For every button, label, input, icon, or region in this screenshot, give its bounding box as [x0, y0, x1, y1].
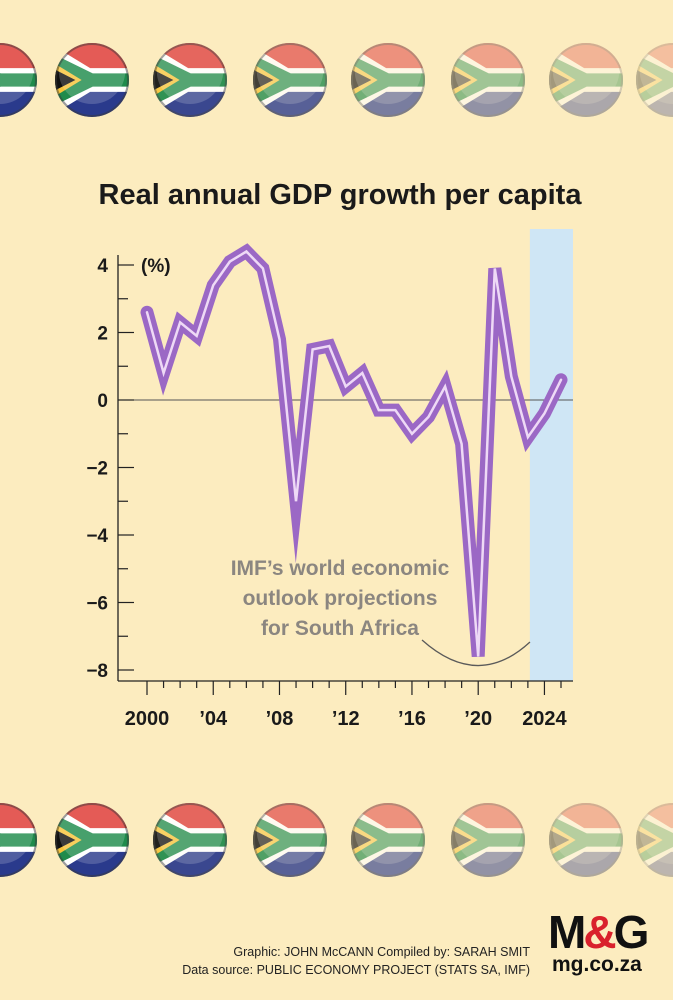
- footer-source: Data source: PUBLIC ECONOMY PROJECT (STA…: [182, 963, 530, 977]
- south-africa-flag-badge: [253, 43, 327, 117]
- footer-credit: Graphic: JOHN McCANN Compiled by: SARAH …: [233, 945, 530, 959]
- y-axis-label: (%): [141, 256, 171, 277]
- y-tick-label: −8: [86, 661, 108, 682]
- annotation-line: for South Africa: [261, 617, 419, 640]
- south-africa-flag-badge: [451, 43, 525, 117]
- south-africa-flag-badge: [636, 803, 673, 877]
- logo-m: M: [548, 906, 586, 958]
- x-tick-label: 2024: [522, 708, 567, 730]
- south-africa-flag-badge: [549, 43, 623, 117]
- south-africa-flag-badge: [351, 803, 425, 877]
- y-tick-label: 4: [97, 256, 108, 277]
- x-tick-label: 2000: [125, 708, 170, 730]
- x-tick-label: ’16: [398, 708, 426, 730]
- logo-g: G: [613, 906, 650, 958]
- mg-logo[interactable]: M&G: [548, 905, 650, 959]
- projection-band-layer: [529, 229, 573, 681]
- projection-band: [529, 229, 573, 681]
- flag-row-top: [0, 40, 673, 120]
- flag-badges-top: [0, 43, 673, 117]
- south-africa-flag-badge: [153, 803, 227, 877]
- gdp-line-layer: [140, 243, 568, 658]
- logo-ampersand: &: [583, 906, 616, 958]
- x-tick-label: ’20: [464, 708, 492, 730]
- south-africa-flag-badge: [0, 43, 37, 117]
- y-tick-label: 0: [97, 391, 108, 412]
- axes: 4 2 0 −2 −4 −6 −8 (%) 2000 ’04 ’08 ’12 ’16 ’20 2024: [86, 255, 573, 730]
- annotation-layer: IMF’s world economic outlook projections f…: [231, 557, 531, 667]
- x-tick-label: ’12: [332, 708, 360, 730]
- south-africa-flag-badge: [636, 43, 673, 117]
- x-tick-label: ’08: [266, 708, 294, 730]
- south-africa-flag-badge: [549, 803, 623, 877]
- y-tick-label: −4: [86, 526, 108, 547]
- gdp-chart: Real annual GDP growth per capita 4 2 0 −2 −…: [86, 179, 583, 730]
- flag-badges-bottom: [0, 803, 673, 877]
- south-africa-flag-badge: [451, 803, 525, 877]
- flag-row-bottom: [0, 800, 673, 880]
- gdp-line-core: [145, 249, 563, 657]
- logo-url[interactable]: mg.co.za: [552, 953, 642, 976]
- annotation-line: outlook projections: [243, 587, 438, 610]
- y-tick-label: −2: [86, 459, 108, 480]
- x-tick-label: ’04: [199, 708, 228, 730]
- south-africa-flag-badge: [351, 43, 425, 117]
- chart-title: Real annual GDP growth per capita: [99, 179, 583, 211]
- south-africa-flag-badge: [55, 803, 129, 877]
- south-africa-flag-badge: [153, 43, 227, 117]
- y-tick-label: 2: [97, 324, 108, 345]
- south-africa-flag-badge: [55, 43, 129, 117]
- south-africa-flag-badge: [0, 803, 37, 877]
- south-africa-flag-badge: [253, 803, 327, 877]
- annotation-bracket: [421, 639, 531, 667]
- annotation-line: IMF’s world economic: [231, 557, 450, 580]
- y-tick-label: −6: [86, 594, 108, 615]
